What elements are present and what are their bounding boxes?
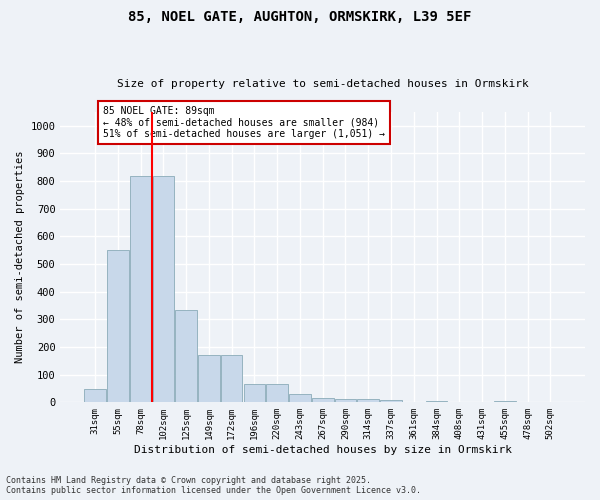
- Text: 85 NOEL GATE: 89sqm
← 48% of semi-detached houses are smaller (984)
51% of semi-: 85 NOEL GATE: 89sqm ← 48% of semi-detach…: [103, 106, 385, 139]
- Bar: [244, 384, 265, 402]
- Bar: [198, 356, 220, 403]
- Bar: [130, 176, 151, 402]
- Bar: [266, 384, 288, 402]
- X-axis label: Distribution of semi-detached houses by size in Ormskirk: Distribution of semi-detached houses by …: [134, 445, 512, 455]
- Bar: [312, 398, 334, 402]
- Text: 85, NOEL GATE, AUGHTON, ORMSKIRK, L39 5EF: 85, NOEL GATE, AUGHTON, ORMSKIRK, L39 5E…: [128, 10, 472, 24]
- Text: Contains HM Land Registry data © Crown copyright and database right 2025.
Contai: Contains HM Land Registry data © Crown c…: [6, 476, 421, 495]
- Bar: [335, 398, 356, 402]
- Title: Size of property relative to semi-detached houses in Ormskirk: Size of property relative to semi-detach…: [117, 79, 529, 89]
- Bar: [289, 394, 311, 402]
- Bar: [152, 176, 174, 402]
- Bar: [107, 250, 128, 402]
- Bar: [494, 401, 515, 402]
- Bar: [426, 401, 448, 402]
- Bar: [380, 400, 402, 402]
- Bar: [84, 388, 106, 402]
- Bar: [175, 310, 197, 402]
- Bar: [358, 398, 379, 402]
- Bar: [221, 356, 242, 403]
- Y-axis label: Number of semi-detached properties: Number of semi-detached properties: [15, 151, 25, 364]
